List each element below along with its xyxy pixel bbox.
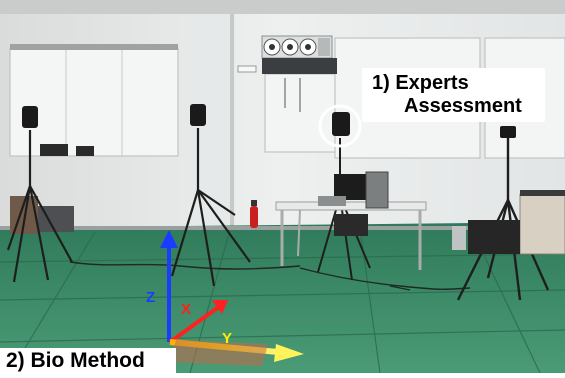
experts-label-line1: 1) Experts <box>372 72 469 94</box>
ceiling <box>0 0 565 14</box>
highlight-circle <box>318 104 362 148</box>
z-axis-arrow <box>160 230 178 342</box>
bio-method-label: 2) Bio Method <box>0 348 176 373</box>
force-plate <box>170 340 268 366</box>
floor-cables <box>69 261 471 291</box>
tripod-camera-2 <box>170 128 251 287</box>
camera-1-icon <box>22 106 38 128</box>
left-window-blinds <box>9 44 179 157</box>
tripod-camera-1 <box>6 130 73 283</box>
computer-tower-icon <box>365 171 389 209</box>
fire-extinguisher-icon <box>250 200 258 228</box>
experts-assessment-label: 1) Experts Assessment <box>362 68 545 122</box>
x-axis-label: X <box>181 301 192 318</box>
chair-icon <box>334 214 368 236</box>
pillar <box>190 14 232 240</box>
camera-4-icon <box>500 126 516 138</box>
computer-table <box>275 171 427 270</box>
wall-fan-unit <box>237 35 337 74</box>
x-axis-arrow <box>168 300 228 344</box>
camera-2-icon <box>190 104 206 126</box>
z-axis-label: Z <box>146 289 156 306</box>
y-axis-label: Y <box>222 330 233 347</box>
camera-3-icon <box>332 112 350 136</box>
experts-label-line2: Assessment <box>404 95 522 117</box>
right-equipment <box>452 190 565 255</box>
